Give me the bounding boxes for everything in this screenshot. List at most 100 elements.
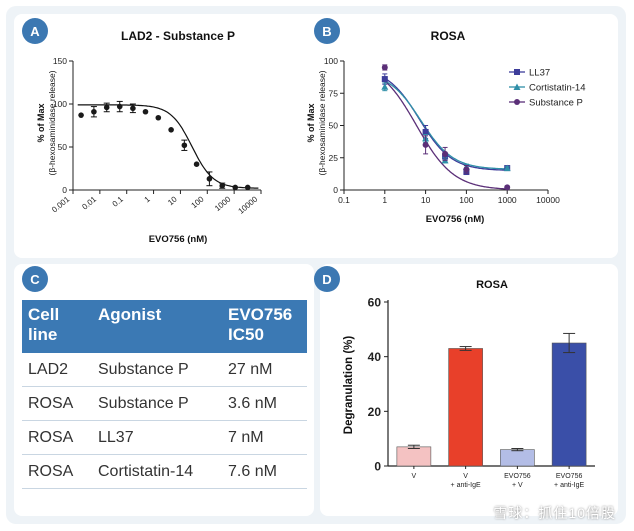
chart-d-x-tick-label: EVO756 <box>504 473 531 480</box>
table-cell: 7 nM <box>222 420 307 455</box>
chart-a-ylabel-2: (β-hexosaminidase release) <box>47 70 57 175</box>
chart-b-data-point <box>503 164 511 172</box>
chart-b-ylabel-1: % of Max <box>306 103 316 142</box>
table-row: ROSA Cortistatin-14 7.6 nM <box>22 454 307 489</box>
chart-b-x-tick-label: 0.1 <box>338 195 350 205</box>
chart-d-bar <box>448 348 483 467</box>
chart-b-data-point <box>381 83 389 90</box>
chart-a-data-point <box>219 182 226 189</box>
chart-b-legend-marker <box>513 83 521 90</box>
table-cell: Substance P <box>92 353 222 387</box>
table-cell: LL37 <box>92 420 222 455</box>
table-cell: ROSA <box>22 454 92 489</box>
chart-d-bar <box>551 342 587 467</box>
chart-d-x-tick-label: + V <box>512 482 523 489</box>
chart-d-y-tick-label: 20 <box>368 405 382 419</box>
chart-d-x-tick-label: + anti-IgE <box>451 482 481 489</box>
chart-a-data-point <box>244 184 251 191</box>
chart-b-fit-curve <box>382 78 509 190</box>
table-cell: Cortistatin-14 <box>92 454 222 489</box>
chart-a-data-point <box>168 127 174 133</box>
chart-b-data-point <box>381 76 388 83</box>
chart-d-bar <box>396 446 432 467</box>
chart-b-y-tick-label: 100 <box>324 56 338 66</box>
chart-b-data-point <box>422 141 429 148</box>
panel-badge-d: D <box>314 266 340 292</box>
chart-b-x-tick-label: 10000 <box>536 195 560 205</box>
chart-a-data-point <box>232 184 239 191</box>
table-cell: Substance P <box>92 386 222 421</box>
chart-a-data-point <box>193 161 200 167</box>
chart-b-data-point <box>463 166 470 173</box>
chart-b-ylabel-2: (β-hexosaminidase release) <box>317 70 327 175</box>
chart-d-x-tick-label: + anti-IgE <box>554 482 584 489</box>
chart-a-data-point <box>116 103 123 110</box>
chart-b-xlabel: EVO756 (nM) <box>426 214 485 225</box>
table-row: ROSA LL37 7 nM <box>22 420 307 455</box>
chart-b-y-tick-label: 25 <box>329 153 339 163</box>
panel-badge-b: B <box>314 18 340 44</box>
chart-a-ylabel-1: % of Max <box>36 103 46 142</box>
chart-b-data-point <box>442 150 449 157</box>
chart-a-data-point <box>206 176 213 182</box>
chart-b-y-tick-label: 0 <box>333 185 338 195</box>
chart-b-data-point <box>381 64 388 71</box>
chart-a-data-point <box>181 142 188 149</box>
table-cell: LAD2 <box>22 353 92 387</box>
chart-a-y-tick-label: 150 <box>53 56 67 66</box>
chart-a-data-point <box>78 112 84 118</box>
chart-b-legend-marker <box>514 99 520 105</box>
table-cell: ROSA <box>22 386 92 421</box>
chart-d-y-tick-label: 40 <box>368 350 382 364</box>
chart-b-x-tick-label: 100 <box>459 195 473 205</box>
chart-a-data-point <box>130 105 136 112</box>
chart-a-data-point <box>155 114 162 121</box>
chart-b-title: ROSA <box>431 29 466 43</box>
panel-badge-c: C <box>22 266 48 292</box>
table-header-ic50: EVO756 IC50 <box>222 300 307 353</box>
chart-d-y-tick-label: 0 <box>374 460 381 474</box>
table-row: ROSA Substance P 3.6 nM <box>22 386 307 421</box>
table-cell: ROSA <box>22 420 92 455</box>
chart-a-y-tick-label: 50 <box>58 142 68 152</box>
chart-b-legend-label: LL37 <box>529 68 550 79</box>
chart-b-legend-label: Cortistatin-14 <box>529 83 586 94</box>
ic50-table: Cell line Agonist EVO756 IC50 LAD2 Subst… <box>22 300 307 489</box>
watermark: 雪球：抓住10倍股 <box>493 505 616 521</box>
chart-b-y-tick-label: 75 <box>329 88 339 98</box>
chart-b-data-point <box>422 128 429 135</box>
chart-a-x-tick-label: 1 <box>143 194 153 204</box>
table-header-agonist: Agonist <box>92 300 222 353</box>
panel-badge-a: A <box>22 18 48 44</box>
table-header-row: Cell line Agonist EVO756 IC50 <box>22 300 307 353</box>
chart-b-x-tick-label: 1000 <box>498 195 517 205</box>
chart-d-x-tick-label: V <box>412 473 417 480</box>
chart-b-y-tick-label: 50 <box>329 121 339 131</box>
chart-d-bar <box>500 449 535 467</box>
table-row: LAD2 Substance P 27 nM <box>22 353 307 387</box>
table-cell: 27 nM <box>222 353 307 387</box>
chart-b-x-tick-label: 10 <box>421 195 431 205</box>
chart-b-legend-marker <box>514 69 520 75</box>
chart-d-title: ROSA <box>476 279 508 291</box>
table-cell: 3.6 nM <box>222 386 307 421</box>
chart-a-title: LAD2 - Substance P <box>121 29 235 43</box>
chart-b-x-tick-label: 1 <box>382 195 387 205</box>
chart-a-data-point <box>142 108 149 115</box>
chart-d-x-tick-label: EVO756 <box>556 473 583 480</box>
chart-d-x-tick-label: V <box>463 473 468 480</box>
chart-a-xlabel: EVO756 (nM) <box>149 234 208 245</box>
chart-d-y-tick-label: 60 <box>368 296 382 310</box>
card-top <box>14 14 618 258</box>
chart-a-data-point <box>91 108 97 115</box>
chart-a-y-tick-label: 0 <box>62 185 67 195</box>
table-cell: 7.6 nM <box>222 454 307 489</box>
chart-a-data-point <box>103 104 110 111</box>
chart-d-ylabel: Degranulation (%) <box>343 336 355 435</box>
chart-b-data-point <box>504 184 511 191</box>
chart-a-y-tick-label: 100 <box>53 99 67 109</box>
table-header-cell-line: Cell line <box>22 300 92 353</box>
